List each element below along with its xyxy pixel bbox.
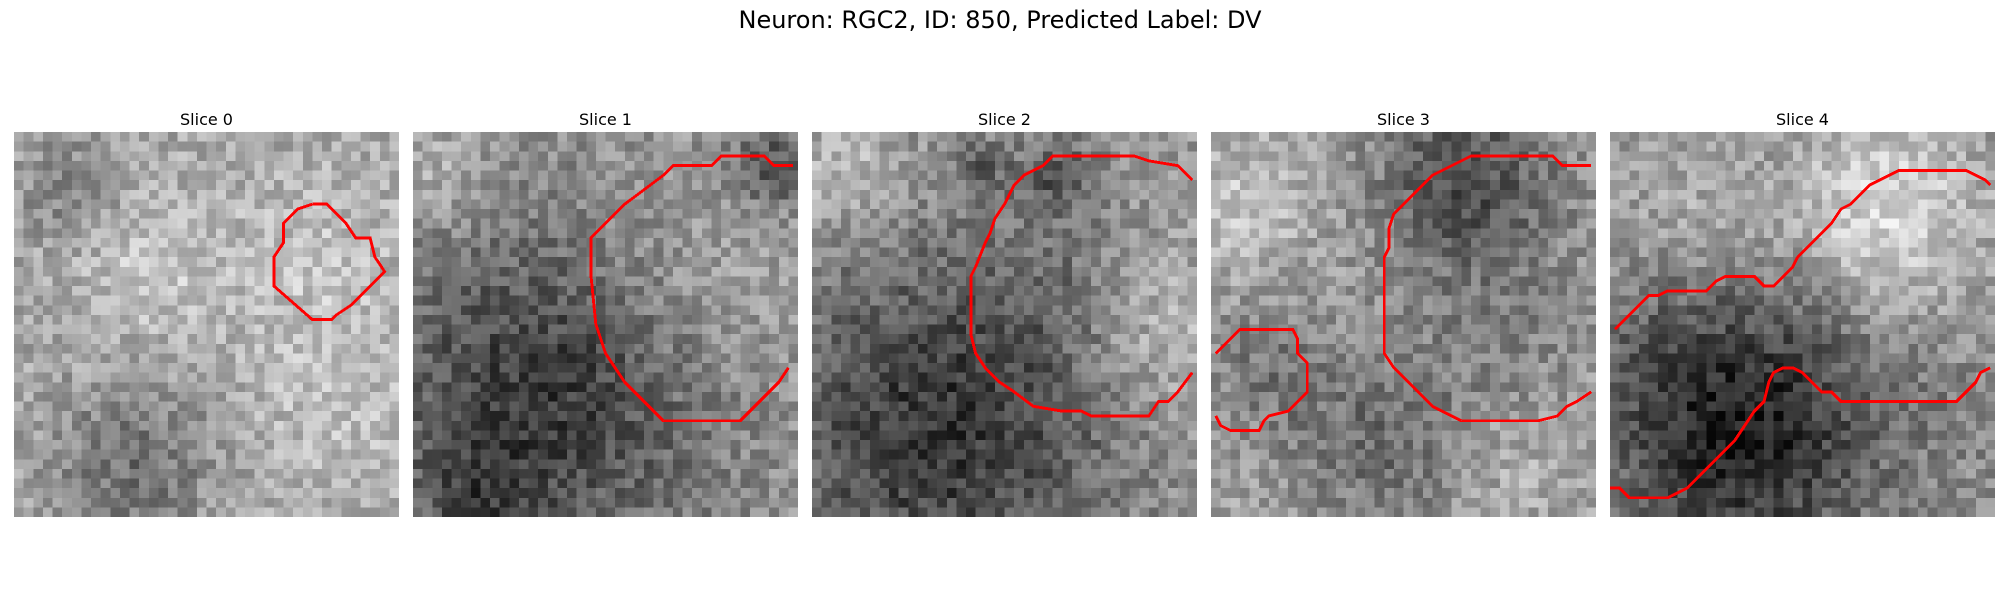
slice-contour-3b <box>1214 327 1309 432</box>
figure-title: Neuron: RGC2, ID: 850, Predicted Label: … <box>738 6 1262 34</box>
slice-contour-2 <box>969 154 1194 418</box>
slice-contour-1 <box>589 154 794 423</box>
slice-image-0 <box>14 132 399 517</box>
slice-panel-3: Slice 3 <box>1211 108 1596 517</box>
slice-image-3 <box>1211 132 1596 517</box>
slice-image-4 <box>1610 132 1995 517</box>
slice-title-4: Slice 4 <box>1776 110 1829 129</box>
slice-image-2 <box>812 132 1197 517</box>
slice-image-1 <box>413 132 798 517</box>
slice-panel-1: Slice 1 <box>413 108 798 517</box>
slice-contour-4 <box>1613 169 1992 331</box>
slice-title-3: Slice 3 <box>1377 110 1430 129</box>
slice-panel-4: Slice 4 <box>1610 108 1995 517</box>
slice-title-0: Slice 0 <box>180 110 233 129</box>
slice-panel-2: Slice 2 <box>812 108 1197 517</box>
slice-contour-3 <box>1382 154 1592 423</box>
slice-title-2: Slice 2 <box>978 110 1031 129</box>
slice-contour-0 <box>272 202 387 322</box>
slice-panel-0: Slice 0 <box>14 108 399 517</box>
slice-title-1: Slice 1 <box>579 110 632 129</box>
slice-contour-4b <box>1610 366 1991 500</box>
